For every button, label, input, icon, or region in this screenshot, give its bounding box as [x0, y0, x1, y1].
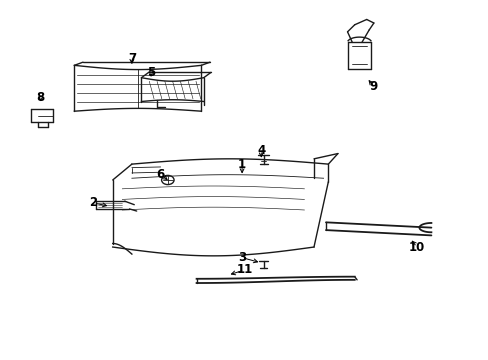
Text: 4: 4	[257, 144, 265, 157]
Text: 1: 1	[238, 158, 245, 171]
Text: 5: 5	[146, 66, 155, 79]
Text: 11: 11	[236, 264, 252, 276]
Text: 8: 8	[37, 91, 45, 104]
Text: 3: 3	[238, 251, 245, 264]
Text: 7: 7	[127, 52, 136, 65]
Text: 10: 10	[408, 240, 424, 253]
Text: 9: 9	[369, 80, 377, 93]
Text: 6: 6	[156, 168, 164, 181]
Text: 2: 2	[89, 197, 98, 210]
